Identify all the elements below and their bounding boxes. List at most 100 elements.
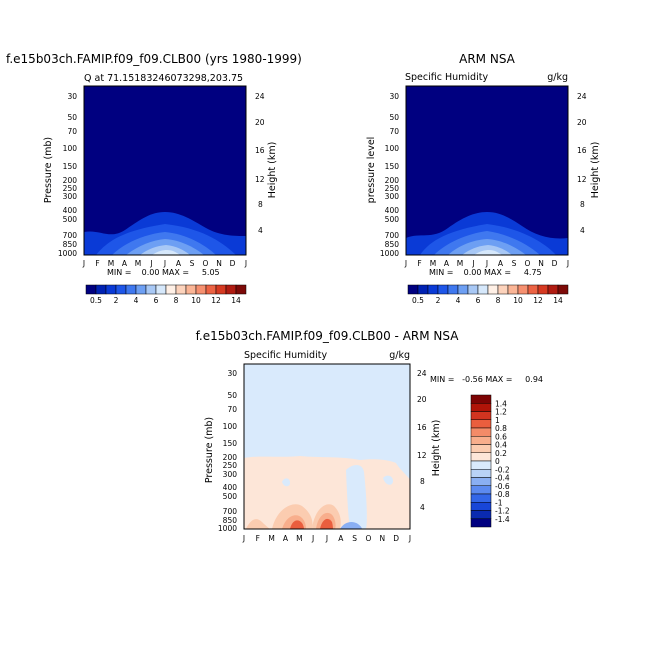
panel-model: f.e15b03ch.FAMIP.f09_f09.CLB00 (yrs 1980… bbox=[6, 52, 302, 305]
colorbar-swatch bbox=[155, 284, 167, 295]
ptick-label: 250 bbox=[63, 184, 78, 193]
colorbar-label: 4 bbox=[134, 296, 139, 305]
colorbar-swatch bbox=[95, 284, 107, 295]
panel-diff-yticks: 30 50 70 100 150 200 250 300 400 500 700… bbox=[218, 369, 237, 533]
ptick-label: 850 bbox=[223, 516, 238, 525]
colorbar-swatch bbox=[517, 284, 529, 295]
month-tick-label: J bbox=[244, 259, 247, 268]
month-tick-label: O bbox=[525, 259, 531, 268]
colorbar-swatch bbox=[507, 284, 519, 295]
ptick-label: 70 bbox=[389, 127, 399, 136]
colorbar-label: 1 bbox=[495, 416, 500, 425]
panel-model-yticks: 30 50 70 100 150 200 250 300 400 500 700… bbox=[58, 92, 77, 258]
colorbar-label: -1 bbox=[495, 498, 503, 507]
colorbar-swatch bbox=[470, 452, 492, 462]
colorbar-swatch bbox=[457, 284, 469, 295]
htick-label: 8 bbox=[580, 200, 585, 209]
month-tick-label: J bbox=[404, 259, 407, 268]
humidity-contour-6 bbox=[474, 250, 502, 255]
colorbar-label: 2 bbox=[436, 296, 441, 305]
ptick-label: 30 bbox=[227, 369, 237, 378]
panel-obs-y2ticks: 24 20 16 12 8 4 bbox=[577, 92, 587, 235]
ptick-label: 70 bbox=[227, 405, 237, 414]
ptick-label: 70 bbox=[67, 127, 77, 136]
panel-obs-yticks: 30 50 70 100 150 200 250 300 400 500 700… bbox=[380, 92, 399, 258]
colorbar-label: 1.2 bbox=[495, 408, 507, 417]
ptick-label: 50 bbox=[227, 391, 237, 400]
colorbar-swatch bbox=[185, 284, 197, 295]
humidity-contour-6 bbox=[152, 250, 180, 255]
month-tick-label: A bbox=[338, 534, 344, 543]
panel-diff-y2label: Height (km) bbox=[431, 420, 442, 477]
panel-diff: f.e15b03ch.FAMIP.f09_f09.CLB00 - ARM NSA… bbox=[196, 329, 543, 543]
htick-label: 12 bbox=[255, 175, 265, 184]
month-tick-label: S bbox=[512, 259, 517, 268]
colorbar-obs: 0.5 2 4 6 8 10 12 14 bbox=[407, 284, 569, 305]
colorbar-swatch bbox=[437, 284, 449, 295]
colorbar-swatch bbox=[165, 284, 177, 295]
colorbar-swatch bbox=[235, 284, 247, 295]
ptick-label: 850 bbox=[63, 240, 78, 249]
colorbar-label: -0.8 bbox=[495, 490, 510, 499]
colorbar-swatch bbox=[145, 284, 157, 295]
colorbar-label: 0 bbox=[495, 457, 500, 466]
month-tick-label: M bbox=[268, 534, 274, 543]
month-tick-label: O bbox=[203, 259, 209, 268]
ptick-label: 200 bbox=[223, 453, 238, 462]
panel-obs-subtitle: Specific Humidity bbox=[405, 72, 488, 83]
colorbar-swatch bbox=[470, 444, 492, 453]
ptick-label: 100 bbox=[63, 144, 78, 153]
colorbar-swatch bbox=[215, 284, 227, 295]
ptick-label: 300 bbox=[63, 192, 78, 201]
colorbar-swatch bbox=[135, 284, 147, 295]
month-tick-label: A bbox=[176, 259, 182, 268]
ptick-label: 50 bbox=[389, 113, 399, 122]
month-tick-label: S bbox=[190, 259, 195, 268]
panel-diff-field bbox=[244, 364, 410, 529]
panel-model-ylabel: Pressure (mb) bbox=[43, 137, 54, 203]
htick-label: 20 bbox=[255, 118, 265, 127]
colorbar-swatch bbox=[470, 518, 492, 528]
panel-diff-frame bbox=[243, 363, 411, 530]
month-tick-label: J bbox=[485, 259, 488, 268]
colorbar-label: -1.2 bbox=[495, 507, 510, 516]
panel-diff-subtitle: Specific Humidity bbox=[244, 350, 327, 361]
htick-label: 24 bbox=[417, 369, 427, 378]
panel-model-title: f.e15b03ch.FAMIP.f09_f09.CLB00 (yrs 1980… bbox=[6, 52, 302, 66]
colorbar-swatch bbox=[417, 284, 429, 295]
colorbar-swatch bbox=[467, 284, 479, 295]
positive-high-1 bbox=[290, 520, 304, 529]
month-tick-label: F bbox=[417, 259, 421, 268]
colorbar-model: 0.5 2 4 6 8 10 12 14 bbox=[85, 284, 247, 305]
month-tick-label: N bbox=[216, 259, 222, 268]
ptick-label: 500 bbox=[63, 215, 78, 224]
ptick-label: 250 bbox=[223, 461, 238, 470]
htick-label: 8 bbox=[258, 200, 263, 209]
colorbar-label: -0.6 bbox=[495, 482, 510, 491]
htick-label: 16 bbox=[417, 423, 427, 432]
colorbar-swatch bbox=[125, 284, 137, 295]
panel-model-y2ticks: 24 20 16 12 8 4 bbox=[255, 92, 265, 235]
colorbar-swatch bbox=[470, 436, 492, 445]
colorbar-swatch bbox=[557, 284, 569, 295]
colorbar-swatch bbox=[115, 284, 127, 295]
colorbar-swatch bbox=[487, 284, 499, 295]
colorbar-swatch bbox=[470, 493, 492, 503]
htick-label: 16 bbox=[255, 146, 265, 155]
colorbar-swatch bbox=[497, 284, 509, 295]
month-tick-label: N bbox=[380, 534, 386, 543]
panel-model-minmax: MIN = 0.00 MAX = 5.05 bbox=[107, 268, 220, 277]
ptick-label: 850 bbox=[385, 240, 400, 249]
colorbar-swatch bbox=[470, 419, 492, 429]
ptick-label: 400 bbox=[223, 483, 238, 492]
panel-diff-y2ticks: 24 20 16 12 8 4 bbox=[417, 369, 427, 512]
colorbar-swatch bbox=[105, 284, 117, 295]
colorbar-label: 6 bbox=[476, 296, 481, 305]
ptick-label: 700 bbox=[223, 507, 238, 516]
month-tick-label: D bbox=[552, 259, 558, 268]
colorbar-swatch bbox=[85, 284, 97, 295]
colorbar-label: 0.5 bbox=[412, 296, 424, 305]
colorbar-swatch bbox=[527, 284, 539, 295]
colorbar-swatch bbox=[195, 284, 207, 295]
